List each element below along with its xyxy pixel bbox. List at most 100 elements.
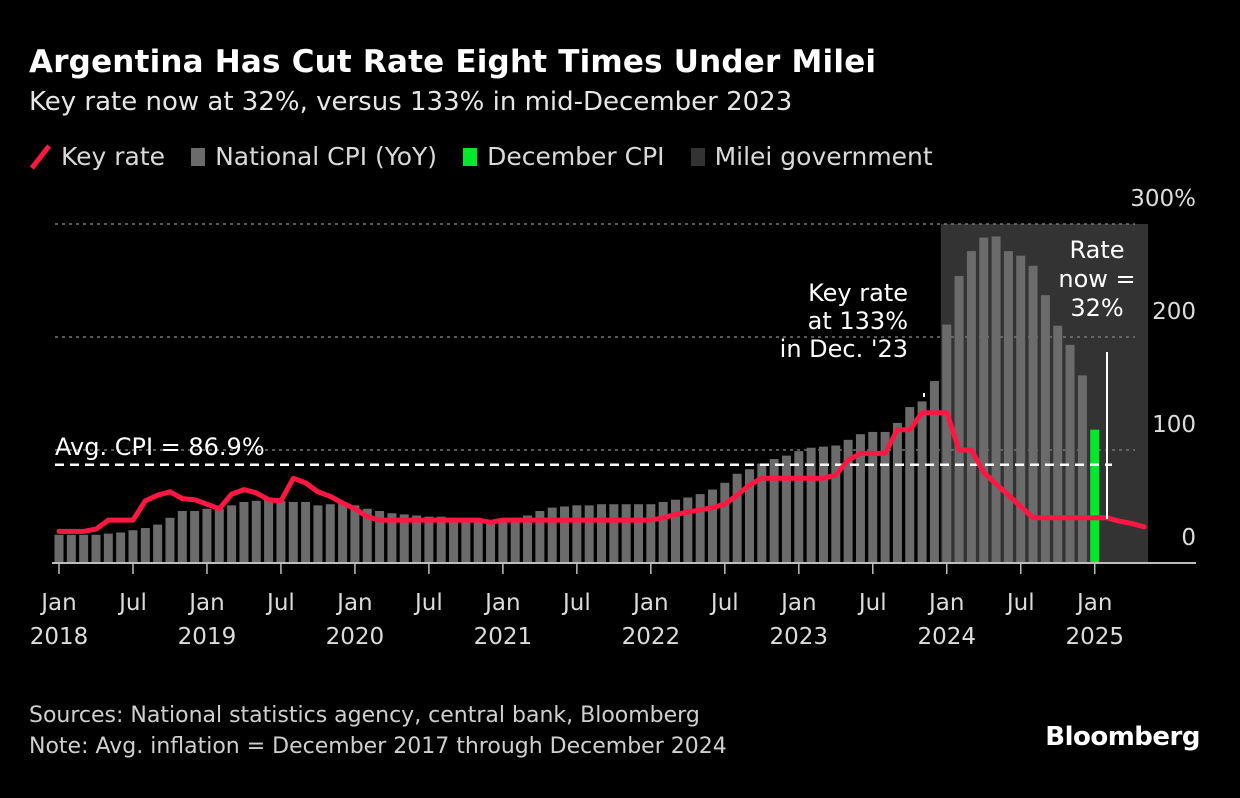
cpi-bar	[572, 505, 582, 563]
x-tick-year-label: 2020	[326, 624, 385, 650]
x-tick-label: Jul	[857, 590, 887, 616]
cpi-bar	[264, 499, 274, 563]
chart-subtitle: Key rate now at 32%, versus 133% in mid-…	[29, 87, 793, 117]
legend-label: Milei government	[714, 142, 933, 171]
cpi-bar	[523, 515, 533, 563]
x-tick-label: Jul	[561, 590, 591, 616]
cpi-bar	[313, 505, 323, 563]
cpi-bar	[436, 516, 446, 563]
cpi-bar	[671, 499, 680, 563]
cpi-bar	[190, 511, 200, 563]
y-tick-label: 100	[1152, 412, 1196, 438]
cpi-bar	[338, 501, 348, 563]
cpi-bar	[942, 324, 952, 563]
y-tick-label: 300%	[1130, 186, 1196, 212]
key-rate-peak-annotation: in Dec. '23	[780, 335, 908, 363]
x-tick-year-label: 2025	[1065, 624, 1124, 650]
x-tick-label: Jan	[335, 590, 372, 616]
cpi-bar	[1065, 344, 1075, 563]
cpi-bar	[597, 504, 607, 563]
cpi-bar	[1003, 251, 1013, 563]
x-tick-year-label: 2019	[178, 624, 237, 650]
cpi-bar	[412, 515, 422, 563]
x-tick-label: Jul	[1005, 590, 1035, 616]
methodology-note: Note: Avg. inflation = December 2017 thr…	[29, 734, 727, 759]
cpi-bar	[251, 500, 261, 563]
bloomberg-logo: Bloomberg	[1045, 722, 1200, 752]
cpi-bar	[375, 511, 385, 563]
footer: Sources: National statistics agency, cen…	[29, 700, 727, 762]
cpi-bar	[744, 469, 754, 563]
legend-item-december-cpi: December CPI	[463, 142, 665, 171]
legend-item-key-rate: Key rate	[29, 142, 165, 171]
cpi-bar	[707, 489, 717, 563]
current-rate-annotation: now =	[1058, 265, 1135, 293]
cpi-bar	[584, 505, 594, 563]
cpi-bar	[757, 463, 767, 563]
cpi-bar	[855, 434, 865, 563]
square-swatch-icon	[191, 147, 206, 166]
cpi-bar	[843, 439, 853, 563]
key-rate-line	[56, 410, 1147, 534]
cpi-bar	[140, 527, 150, 563]
cpi-bar	[794, 451, 804, 563]
cpi-bar	[288, 501, 298, 563]
cpi-bar	[461, 520, 471, 563]
legend-label: December CPI	[487, 142, 665, 171]
y-tick-label: 200	[1152, 299, 1196, 325]
current-rate-annotation: Rate	[1069, 236, 1124, 264]
legend-label: Key rate	[61, 142, 166, 171]
x-tick-label: Jan	[779, 590, 816, 616]
cpi-bar	[917, 401, 927, 563]
square-swatch-icon	[690, 147, 705, 166]
avg-cpi-label: Avg. CPI = 86.9%	[55, 433, 265, 461]
cpi-bar	[301, 501, 311, 563]
cpi-bar	[227, 505, 237, 563]
cpi-bar	[202, 508, 212, 563]
cpi-bar	[560, 506, 570, 563]
x-tick-label: Jan	[631, 590, 668, 616]
x-tick-label: Jul	[265, 590, 295, 616]
cpi-bar	[510, 517, 520, 563]
december-cpi-bar	[1090, 429, 1100, 563]
cpi-bar	[781, 455, 791, 563]
cpi-bar	[646, 504, 656, 563]
cpi-bar	[103, 533, 113, 563]
cpi-bar	[325, 504, 335, 563]
cpi-bar	[806, 447, 816, 563]
cpi-bar	[214, 508, 224, 563]
cpi-bar	[683, 497, 693, 563]
x-tick-label: Jan	[1075, 590, 1112, 616]
key-rate-peak-annotation: at 133%	[808, 307, 908, 335]
cpi-bar	[905, 407, 915, 563]
legend-label: National CPI (YoY)	[215, 142, 438, 171]
cpi-bar	[79, 534, 89, 563]
cpi-bar	[979, 237, 989, 563]
x-tick-year-label: 2018	[30, 624, 89, 650]
legend-item-cpi: National CPI (YoY)	[191, 142, 437, 171]
x-tick-label: Jan	[927, 590, 964, 616]
cpi-bar	[929, 381, 939, 563]
cpi-bar	[91, 534, 101, 563]
cpi-bar	[868, 431, 878, 563]
cpi-bar	[1077, 375, 1087, 563]
cpi-bar	[1040, 295, 1050, 563]
cpi-bar	[66, 534, 76, 563]
cpi-bar	[498, 520, 508, 563]
cpi-bar	[880, 431, 890, 563]
cpi-bar	[1028, 265, 1038, 563]
cpi-bar	[1053, 325, 1063, 563]
x-tick-label: Jan	[39, 590, 76, 616]
cpi-bar	[399, 514, 409, 563]
x-tick-year-label: 2021	[474, 624, 533, 650]
x-tick-label: Jan	[483, 590, 520, 616]
x-tick-label: Jul	[117, 590, 147, 616]
cpi-bar	[362, 508, 372, 563]
cpi-bar	[350, 505, 360, 563]
current-rate-annotation: 32%	[1070, 294, 1123, 322]
y-tick-label: 0	[1181, 525, 1196, 551]
cpi-bar	[1016, 255, 1026, 563]
cpi-bar	[486, 522, 496, 563]
x-tick-label: Jul	[413, 590, 443, 616]
cpi-bar	[387, 513, 397, 563]
